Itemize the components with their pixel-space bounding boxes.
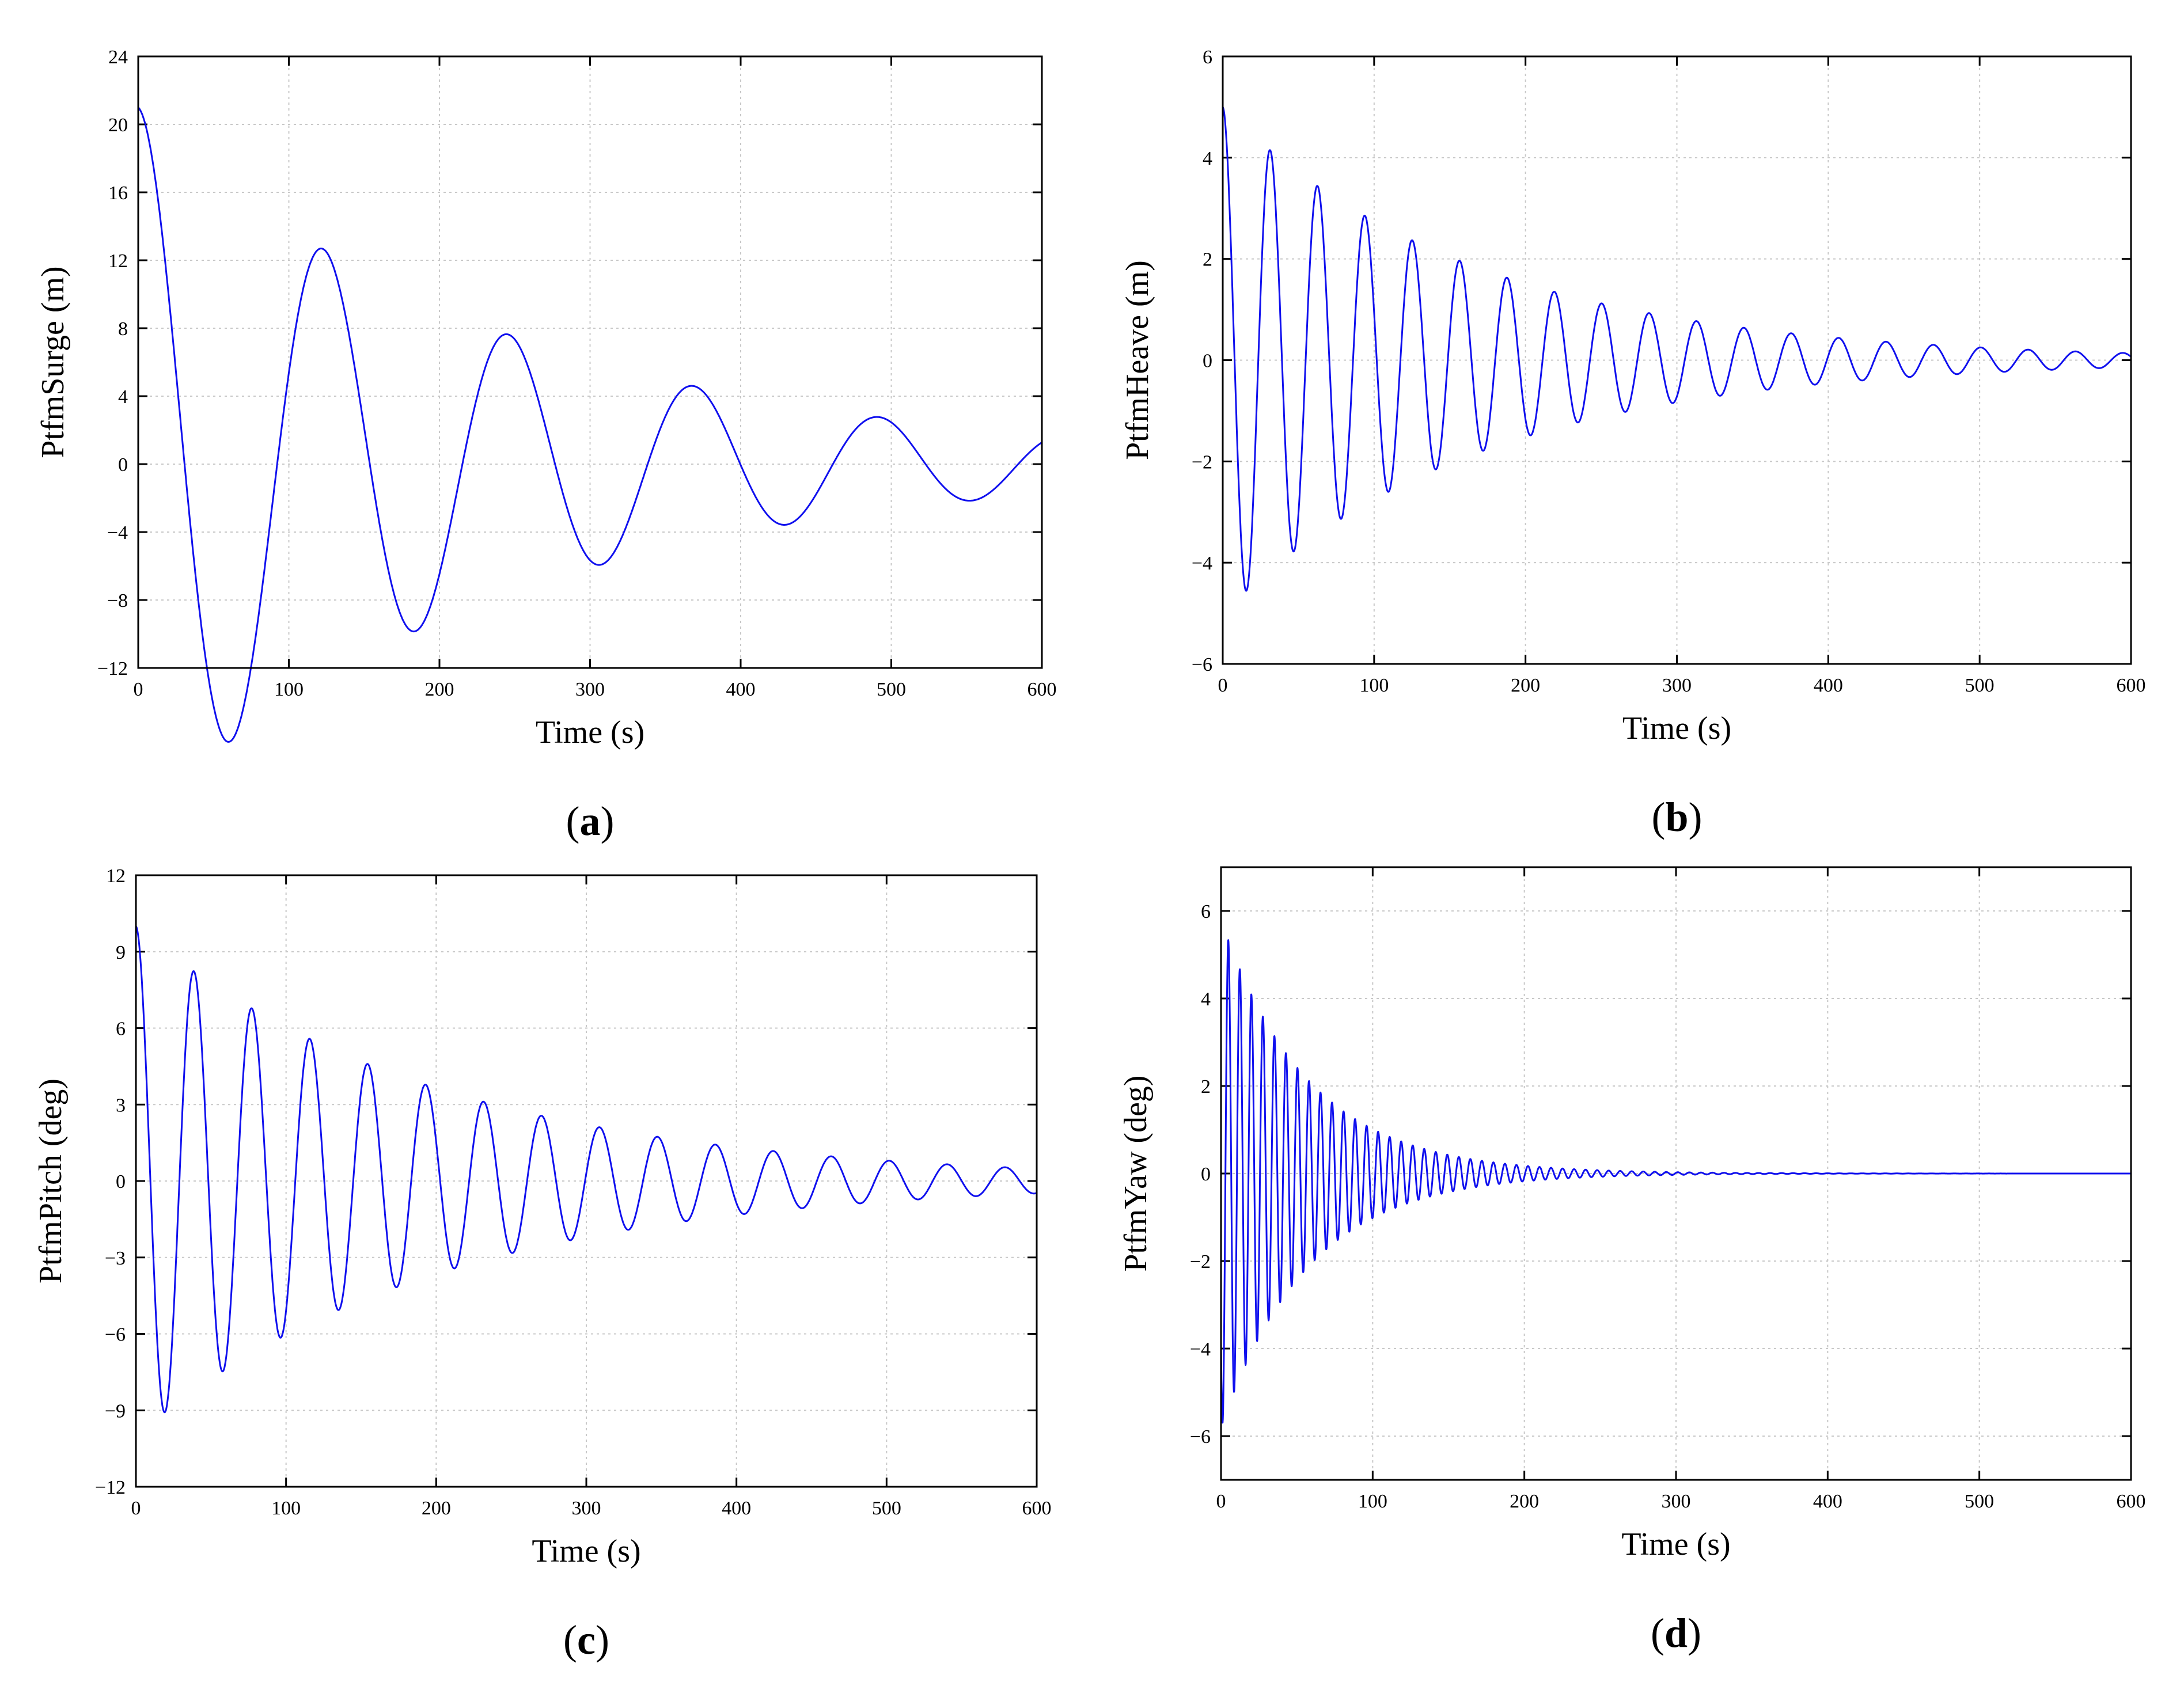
x-tick-label: 500 xyxy=(872,1498,901,1519)
x-tick-label: 400 xyxy=(1813,1491,1842,1512)
y-tick-label: 4 xyxy=(1201,989,1211,1010)
y-tick-label: 4 xyxy=(1203,148,1212,169)
y-tick-label: 2 xyxy=(1203,249,1212,271)
panel-label-open: ( xyxy=(563,1617,577,1663)
y-axis-title: PtfmHeave (m) xyxy=(1120,260,1155,460)
panel-label: (a) xyxy=(566,798,615,844)
panel-label-close: ) xyxy=(601,798,615,844)
y-tick-label: −6 xyxy=(1190,1426,1211,1448)
plot-frame xyxy=(1222,55,2132,665)
x-tick-label: 500 xyxy=(877,679,906,700)
series-line-PtfmHeave xyxy=(1222,107,2132,592)
y-tick-label: −9 xyxy=(105,1400,126,1422)
y-tick-label: −2 xyxy=(1192,451,1212,473)
y-axis-title: PtfmSurge (m) xyxy=(35,266,71,458)
x-tick-label: 0 xyxy=(1218,675,1228,696)
y-tick-label: 20 xyxy=(108,115,128,136)
chart-panel-c: 0 100 200 300 400 500 600 −12 −9 −6 −3 0 3 6 9 12 Time (… xyxy=(33,865,1052,1663)
y-tick-label: 8 xyxy=(118,318,128,340)
chart-panel-d: 0 100 200 300 400 500 600 −6 −4 −2 0 2 4 6 Time (s) Ptf… xyxy=(1118,866,2146,1656)
y-tick-label: −6 xyxy=(105,1324,126,1346)
x-tick-label: 200 xyxy=(1510,1491,1539,1512)
x-axis-title: Time (s) xyxy=(1622,711,1731,746)
chart-panel-a: 0 100 200 300 400 500 600 −12 −8 −4 0 4 8 12 16 20 24 Tim… xyxy=(35,47,1057,844)
x-tick-label: 200 xyxy=(425,679,454,700)
panel-label-letter: a xyxy=(580,798,601,844)
y-tick-label: 6 xyxy=(1201,901,1211,922)
x-tick-label: 400 xyxy=(1814,675,1843,696)
plot-frame xyxy=(1220,866,2132,1481)
y-tick-label: −12 xyxy=(97,658,128,679)
panel-label-letter: b xyxy=(1665,794,1688,840)
y-tick-label: 0 xyxy=(1201,1164,1211,1185)
x-tick-label: 500 xyxy=(1965,1491,1994,1512)
x-tick-label: 300 xyxy=(1662,1491,1691,1512)
panel-label: (c) xyxy=(563,1617,609,1663)
x-axis-title: Time (s) xyxy=(532,1533,640,1569)
y-tick-label: 0 xyxy=(116,1171,126,1193)
y-tick-label: 6 xyxy=(116,1019,126,1040)
y-tick-label: 4 xyxy=(118,386,128,408)
panel-label: (d) xyxy=(1651,1610,1701,1656)
x-tick-label: 300 xyxy=(575,679,605,700)
y-axis-title: PtfmPitch (deg) xyxy=(33,1079,69,1284)
x-tick-label: 400 xyxy=(722,1498,751,1519)
panel-label-close: ) xyxy=(596,1617,609,1663)
plot-frame xyxy=(135,874,1038,1488)
series-line-PtfmSurge xyxy=(137,107,1043,743)
y-tick-label: −4 xyxy=(1190,1339,1211,1360)
y-tick-label: 9 xyxy=(116,942,126,963)
x-tick-label: 100 xyxy=(271,1498,301,1519)
y-tick-label: −3 xyxy=(105,1248,126,1269)
x-tick-label: 300 xyxy=(1662,675,1692,696)
x-tick-label: 600 xyxy=(2117,1491,2146,1512)
panel-label-close: ) xyxy=(1688,1610,1701,1656)
series-line-PtfmYaw xyxy=(1220,939,2132,1424)
y-tick-label: −2 xyxy=(1190,1251,1211,1273)
x-tick-label: 100 xyxy=(274,679,304,700)
chart-panel-b: 0 100 200 300 400 500 600 −6 −4 −2 0 2 4 6 Time (s) Ptf… xyxy=(1120,47,2146,840)
x-tick-label: 500 xyxy=(1965,675,1995,696)
y-tick-label: 3 xyxy=(116,1095,126,1116)
x-tick-label: 0 xyxy=(131,1498,141,1519)
plot-frame xyxy=(137,55,1043,669)
x-tick-label: 100 xyxy=(1359,675,1389,696)
panel-label-letter: d xyxy=(1664,1610,1688,1656)
y-tick-label: −6 xyxy=(1192,654,1212,675)
y-tick-label: 6 xyxy=(1203,47,1212,68)
panel-label-open: ( xyxy=(1651,1610,1664,1656)
x-tick-label: 100 xyxy=(1358,1491,1387,1512)
x-tick-label: 600 xyxy=(1022,1498,1052,1519)
x-tick-label: 600 xyxy=(1027,679,1057,700)
x-tick-label: 200 xyxy=(1511,675,1540,696)
y-tick-label: 0 xyxy=(1203,351,1212,372)
x-tick-label: 600 xyxy=(2117,675,2146,696)
x-tick-label: 0 xyxy=(1216,1491,1226,1512)
y-tick-label: 2 xyxy=(1201,1076,1211,1098)
x-axis-title: Time (s) xyxy=(536,715,644,750)
series-line-PtfmPitch xyxy=(135,925,1038,1414)
panel-label-open: ( xyxy=(1651,794,1665,840)
y-tick-label: 12 xyxy=(106,865,126,887)
x-axis-title: Time (s) xyxy=(1621,1526,1730,1562)
y-tick-label: 24 xyxy=(108,47,128,68)
y-tick-label: −4 xyxy=(107,522,128,544)
y-tick-label: −12 xyxy=(95,1477,126,1498)
x-tick-label: 200 xyxy=(422,1498,451,1519)
y-tick-label: −8 xyxy=(107,590,128,612)
y-tick-label: 12 xyxy=(108,250,128,272)
panel-label: (b) xyxy=(1651,794,1702,840)
y-tick-label: −4 xyxy=(1192,553,1212,574)
panel-label-open: ( xyxy=(566,798,580,844)
panel-label-close: ) xyxy=(1689,794,1703,840)
y-tick-label: 16 xyxy=(108,183,128,204)
x-tick-label: 300 xyxy=(572,1498,601,1519)
panel-label-letter: c xyxy=(577,1617,596,1663)
x-tick-label: 0 xyxy=(134,679,143,700)
y-axis-title: PtfmYaw (deg) xyxy=(1118,1075,1154,1271)
x-tick-label: 400 xyxy=(726,679,756,700)
y-tick-label: 0 xyxy=(118,454,128,476)
